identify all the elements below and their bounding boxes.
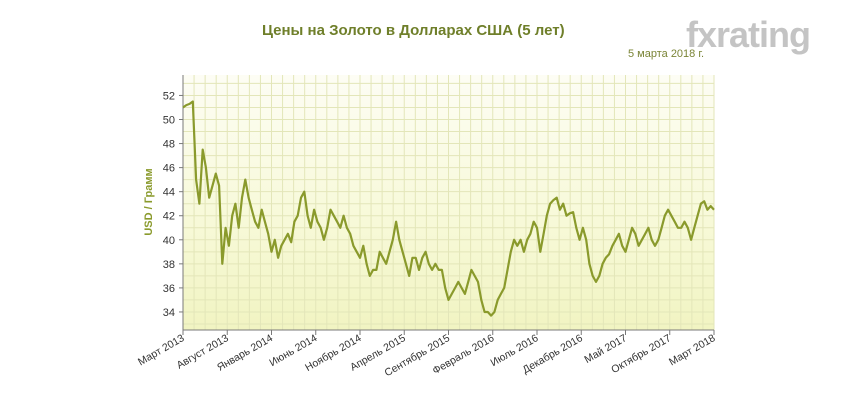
y-axis-label: USD / Грамм: [143, 168, 155, 235]
y-tick-label: 38: [163, 259, 175, 271]
y-tick-label: 34: [163, 307, 175, 319]
y-tick-label: 36: [163, 283, 175, 295]
logo-text: fxrating: [686, 14, 811, 55]
y-axis: 34 36 38 40 42 44 46 48 50 52: [163, 90, 183, 319]
y-tick-label: 44: [163, 187, 175, 199]
y-tick-label: 40: [163, 235, 175, 247]
chart-title: Цены на Золото в Долларах США (5 лет): [262, 22, 565, 39]
x-tick-label: Март 2018: [667, 332, 718, 368]
chart-date: 5 марта 2018 г.: [628, 48, 705, 60]
fxrating-logo: fxrating: [686, 14, 811, 56]
y-tick-label: 50: [163, 115, 175, 127]
y-tick-label: 52: [163, 90, 175, 102]
y-tick-label: 48: [163, 139, 175, 151]
gold-price-line: [182, 100, 715, 317]
y-tick-label: 42: [163, 211, 175, 223]
y-tick-label: 46: [163, 163, 175, 175]
